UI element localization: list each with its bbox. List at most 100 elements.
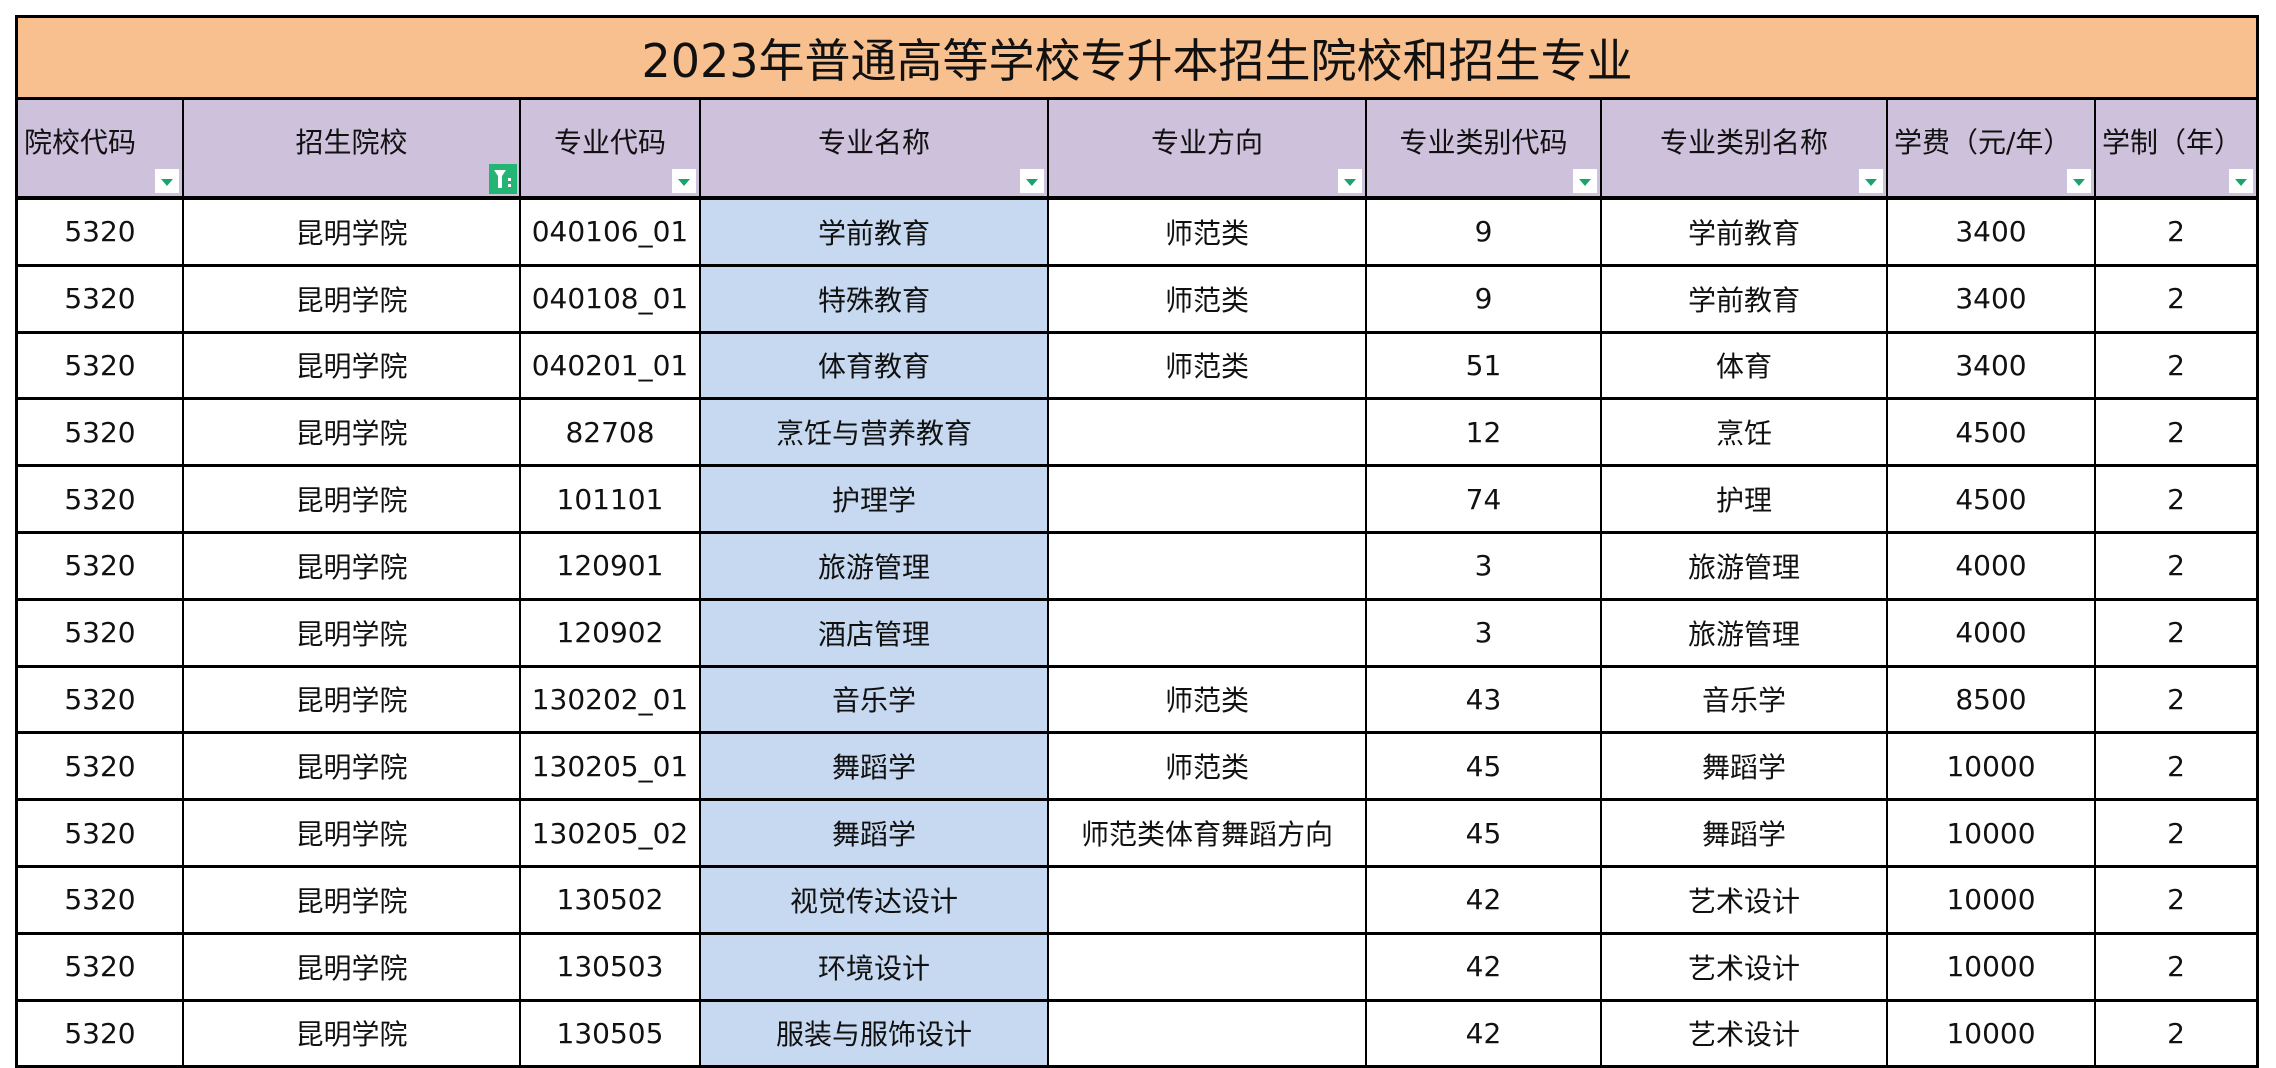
duration-cell[interactable]: 2 <box>2094 864 2256 934</box>
major-direction-cell[interactable]: 师范类 <box>1047 198 1366 266</box>
school-name-cell[interactable]: 昆明学院 <box>182 664 520 733</box>
filter-dropdown-button[interactable] <box>672 169 696 193</box>
category-code-cell[interactable]: 43 <box>1365 664 1601 733</box>
category-name-cell[interactable]: 体育 <box>1600 330 1887 399</box>
major-code-cell[interactable]: 130205_02 <box>519 798 700 867</box>
major-code-cell[interactable]: 130505 <box>519 998 700 1066</box>
school-code-cell[interactable]: 5320 <box>18 731 183 800</box>
school-name-cell[interactable]: 昆明学院 <box>182 397 520 466</box>
tuition-cell[interactable]: 4000 <box>1886 530 2095 600</box>
column-header-tuition[interactable]: 学费（元/年） <box>1886 100 2095 200</box>
category-name-cell[interactable]: 舞蹈学 <box>1600 731 1887 800</box>
school-name-cell[interactable]: 昆明学院 <box>182 530 520 600</box>
school-name-cell[interactable]: 昆明学院 <box>182 263 520 333</box>
category-name-cell[interactable]: 音乐学 <box>1600 664 1887 733</box>
active-filter-button[interactable] <box>489 164 517 194</box>
school-name-cell[interactable]: 昆明学院 <box>182 597 520 667</box>
school-code-cell[interactable]: 5320 <box>18 198 183 266</box>
duration-cell[interactable]: 2 <box>2094 998 2256 1066</box>
major-direction-cell[interactable]: 师范类 <box>1047 731 1366 800</box>
category-name-cell[interactable]: 舞蹈学 <box>1600 798 1887 867</box>
major-name-cell[interactable]: 护理学 <box>699 464 1048 533</box>
school-code-cell[interactable]: 5320 <box>18 530 183 600</box>
column-header-major-direction[interactable]: 专业方向 <box>1047 100 1366 200</box>
category-code-cell[interactable]: 42 <box>1365 864 1601 934</box>
category-code-cell[interactable]: 9 <box>1365 198 1601 266</box>
tuition-cell[interactable]: 4500 <box>1886 397 2095 466</box>
major-name-cell[interactable]: 体育教育 <box>699 330 1048 399</box>
major-direction-cell[interactable] <box>1047 530 1366 600</box>
major-name-cell[interactable]: 舞蹈学 <box>699 798 1048 867</box>
major-direction-cell[interactable] <box>1047 597 1366 667</box>
major-code-cell[interactable]: 101101 <box>519 464 700 533</box>
major-direction-cell[interactable] <box>1047 998 1366 1066</box>
duration-cell[interactable]: 2 <box>2094 530 2256 600</box>
filter-dropdown-button[interactable] <box>2067 169 2091 193</box>
duration-cell[interactable]: 2 <box>2094 597 2256 667</box>
major-direction-cell[interactable]: 师范类体育舞蹈方向 <box>1047 798 1366 867</box>
major-direction-cell[interactable]: 师范类 <box>1047 664 1366 733</box>
major-name-cell[interactable]: 酒店管理 <box>699 597 1048 667</box>
major-code-cell[interactable]: 130202_01 <box>519 664 700 733</box>
school-code-cell[interactable]: 5320 <box>18 931 183 1001</box>
column-header-major-code[interactable]: 专业代码 <box>519 100 700 200</box>
duration-cell[interactable]: 2 <box>2094 731 2256 800</box>
major-code-cell[interactable]: 130503 <box>519 931 700 1001</box>
major-direction-cell[interactable]: 师范类 <box>1047 263 1366 333</box>
category-code-cell[interactable]: 3 <box>1365 597 1601 667</box>
filter-dropdown-button[interactable] <box>1020 169 1044 193</box>
major-direction-cell[interactable] <box>1047 464 1366 533</box>
school-code-cell[interactable]: 5320 <box>18 998 183 1066</box>
school-code-cell[interactable]: 5320 <box>18 464 183 533</box>
category-code-cell[interactable]: 51 <box>1365 330 1601 399</box>
school-code-cell[interactable]: 5320 <box>18 397 183 466</box>
school-code-cell[interactable]: 5320 <box>18 664 183 733</box>
column-header-duration[interactable]: 学制（年） <box>2094 100 2256 200</box>
category-name-cell[interactable]: 艺术设计 <box>1600 998 1887 1066</box>
major-code-cell[interactable]: 130205_01 <box>519 731 700 800</box>
school-code-cell[interactable]: 5320 <box>18 864 183 934</box>
category-code-cell[interactable]: 9 <box>1365 263 1601 333</box>
category-code-cell[interactable]: 45 <box>1365 731 1601 800</box>
filter-dropdown-button[interactable] <box>1338 169 1362 193</box>
tuition-cell[interactable]: 10000 <box>1886 798 2095 867</box>
major-name-cell[interactable]: 烹饪与营养教育 <box>699 397 1048 466</box>
filter-dropdown-button[interactable] <box>2229 169 2253 193</box>
tuition-cell[interactable]: 3400 <box>1886 198 2095 266</box>
major-name-cell[interactable]: 视觉传达设计 <box>699 864 1048 934</box>
major-code-cell[interactable]: 130502 <box>519 864 700 934</box>
major-name-cell[interactable]: 音乐学 <box>699 664 1048 733</box>
category-name-cell[interactable]: 旅游管理 <box>1600 597 1887 667</box>
duration-cell[interactable]: 2 <box>2094 330 2256 399</box>
filter-dropdown-button[interactable] <box>155 169 179 193</box>
category-code-cell[interactable]: 12 <box>1365 397 1601 466</box>
school-code-cell[interactable]: 5320 <box>18 263 183 333</box>
school-name-cell[interactable]: 昆明学院 <box>182 464 520 533</box>
school-code-cell[interactable]: 5320 <box>18 330 183 399</box>
tuition-cell[interactable]: 10000 <box>1886 864 2095 934</box>
category-name-cell[interactable]: 艺术设计 <box>1600 931 1887 1001</box>
column-header-category-code[interactable]: 专业类别代码 <box>1365 100 1601 200</box>
filter-dropdown-button[interactable] <box>1573 169 1597 193</box>
major-code-cell[interactable]: 040201_01 <box>519 330 700 399</box>
major-name-cell[interactable]: 特殊教育 <box>699 263 1048 333</box>
major-direction-cell[interactable]: 师范类 <box>1047 330 1366 399</box>
category-name-cell[interactable]: 烹饪 <box>1600 397 1887 466</box>
category-code-cell[interactable]: 45 <box>1365 798 1601 867</box>
major-direction-cell[interactable] <box>1047 931 1366 1001</box>
tuition-cell[interactable]: 10000 <box>1886 931 2095 1001</box>
school-name-cell[interactable]: 昆明学院 <box>182 731 520 800</box>
duration-cell[interactable]: 2 <box>2094 198 2256 266</box>
major-name-cell[interactable]: 学前教育 <box>699 198 1048 266</box>
category-code-cell[interactable]: 74 <box>1365 464 1601 533</box>
tuition-cell[interactable]: 3400 <box>1886 330 2095 399</box>
major-code-cell[interactable]: 120902 <box>519 597 700 667</box>
tuition-cell[interactable]: 4500 <box>1886 464 2095 533</box>
column-header-category-name[interactable]: 专业类别名称 <box>1600 100 1887 200</box>
major-direction-cell[interactable] <box>1047 397 1366 466</box>
major-name-cell[interactable]: 环境设计 <box>699 931 1048 1001</box>
tuition-cell[interactable]: 4000 <box>1886 597 2095 667</box>
school-code-cell[interactable]: 5320 <box>18 798 183 867</box>
category-name-cell[interactable]: 学前教育 <box>1600 198 1887 266</box>
major-name-cell[interactable]: 舞蹈学 <box>699 731 1048 800</box>
